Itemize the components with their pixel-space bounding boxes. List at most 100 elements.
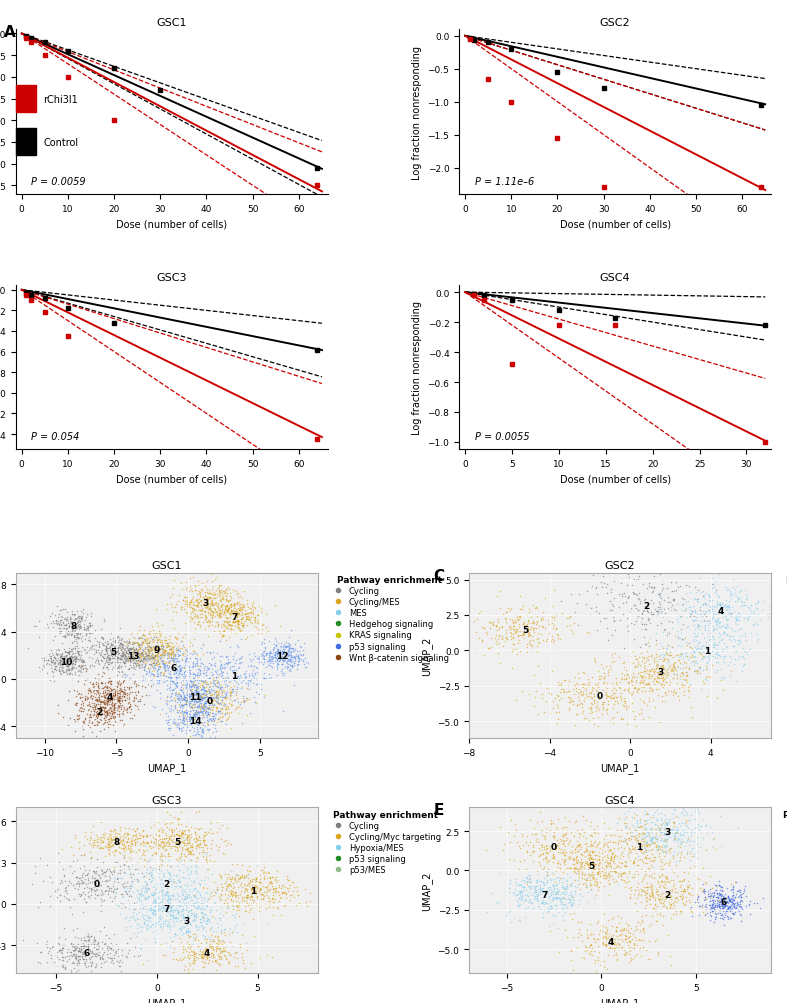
Point bbox=[98, 694, 111, 710]
Point bbox=[135, 896, 148, 912]
Point bbox=[579, 879, 592, 895]
Point bbox=[721, 909, 733, 925]
Point bbox=[608, 834, 621, 851]
Point bbox=[99, 638, 112, 654]
Point bbox=[528, 884, 541, 900]
Point bbox=[170, 665, 183, 681]
Point bbox=[190, 827, 202, 844]
Point bbox=[238, 694, 250, 710]
Point bbox=[649, 682, 662, 698]
Point bbox=[69, 620, 82, 636]
Point bbox=[81, 879, 94, 895]
Point bbox=[281, 639, 294, 655]
Point bbox=[280, 885, 293, 901]
Point bbox=[664, 675, 677, 691]
Point bbox=[567, 862, 580, 878]
Point bbox=[107, 687, 120, 703]
Point bbox=[560, 874, 572, 890]
Point bbox=[191, 895, 204, 911]
Point bbox=[85, 955, 98, 971]
Point bbox=[663, 810, 675, 826]
Point bbox=[653, 659, 666, 675]
Point bbox=[697, 885, 710, 901]
Point bbox=[146, 863, 158, 879]
Point bbox=[292, 888, 305, 904]
X-axis label: UMAP_1: UMAP_1 bbox=[147, 762, 187, 773]
Point bbox=[651, 603, 663, 619]
Point bbox=[65, 938, 78, 954]
Point bbox=[620, 809, 633, 825]
Point bbox=[142, 889, 154, 905]
Point bbox=[200, 701, 212, 717]
Point bbox=[63, 618, 76, 634]
Point bbox=[124, 909, 136, 925]
Point bbox=[194, 832, 206, 849]
Point bbox=[192, 596, 205, 612]
Point bbox=[48, 650, 61, 666]
Point bbox=[520, 862, 533, 878]
Point bbox=[262, 890, 275, 906]
Point bbox=[592, 864, 604, 880]
Point bbox=[628, 936, 641, 952]
Point bbox=[514, 876, 527, 892]
Point bbox=[149, 893, 161, 909]
Point bbox=[283, 639, 296, 655]
Point bbox=[143, 913, 156, 929]
Point bbox=[113, 637, 126, 653]
Point bbox=[142, 897, 154, 913]
Point bbox=[147, 626, 160, 642]
Point bbox=[151, 648, 164, 664]
Point bbox=[183, 691, 196, 707]
Point bbox=[275, 645, 287, 661]
Point bbox=[72, 631, 85, 647]
Point bbox=[179, 696, 192, 712]
Point bbox=[72, 617, 84, 633]
Point bbox=[123, 912, 135, 928]
Point bbox=[110, 646, 123, 662]
Point bbox=[91, 888, 104, 904]
Point bbox=[249, 610, 262, 626]
Point bbox=[63, 646, 76, 662]
Point bbox=[557, 886, 570, 902]
Point bbox=[634, 691, 647, 707]
Point bbox=[200, 826, 212, 843]
Point bbox=[162, 661, 175, 677]
Point bbox=[667, 670, 679, 686]
Point bbox=[630, 682, 643, 698]
Point bbox=[54, 653, 66, 669]
Point bbox=[116, 835, 128, 852]
Point bbox=[547, 887, 560, 903]
Point bbox=[721, 898, 733, 914]
Point bbox=[98, 721, 110, 737]
Point bbox=[204, 591, 216, 607]
Point bbox=[130, 678, 142, 694]
Point bbox=[139, 632, 152, 648]
Point bbox=[95, 630, 108, 646]
Point bbox=[98, 702, 110, 718]
Point bbox=[138, 627, 150, 643]
Point bbox=[262, 649, 275, 665]
Point bbox=[652, 795, 664, 811]
Point bbox=[610, 874, 623, 890]
Point bbox=[623, 852, 636, 868]
Point bbox=[608, 853, 620, 869]
Point bbox=[586, 579, 598, 595]
Point bbox=[109, 640, 122, 656]
Point bbox=[199, 701, 212, 717]
Point bbox=[724, 902, 737, 918]
Point bbox=[674, 826, 687, 843]
Point bbox=[545, 872, 557, 888]
Point bbox=[211, 882, 224, 898]
Point bbox=[661, 792, 674, 808]
Point bbox=[684, 678, 696, 694]
Point bbox=[690, 641, 703, 657]
Point bbox=[189, 865, 201, 881]
Point bbox=[91, 710, 103, 726]
Point bbox=[123, 691, 135, 707]
Point bbox=[158, 648, 171, 664]
Point bbox=[112, 643, 124, 659]
Point bbox=[42, 944, 55, 960]
Point bbox=[722, 600, 735, 616]
Point bbox=[235, 618, 248, 634]
Point bbox=[711, 878, 723, 894]
